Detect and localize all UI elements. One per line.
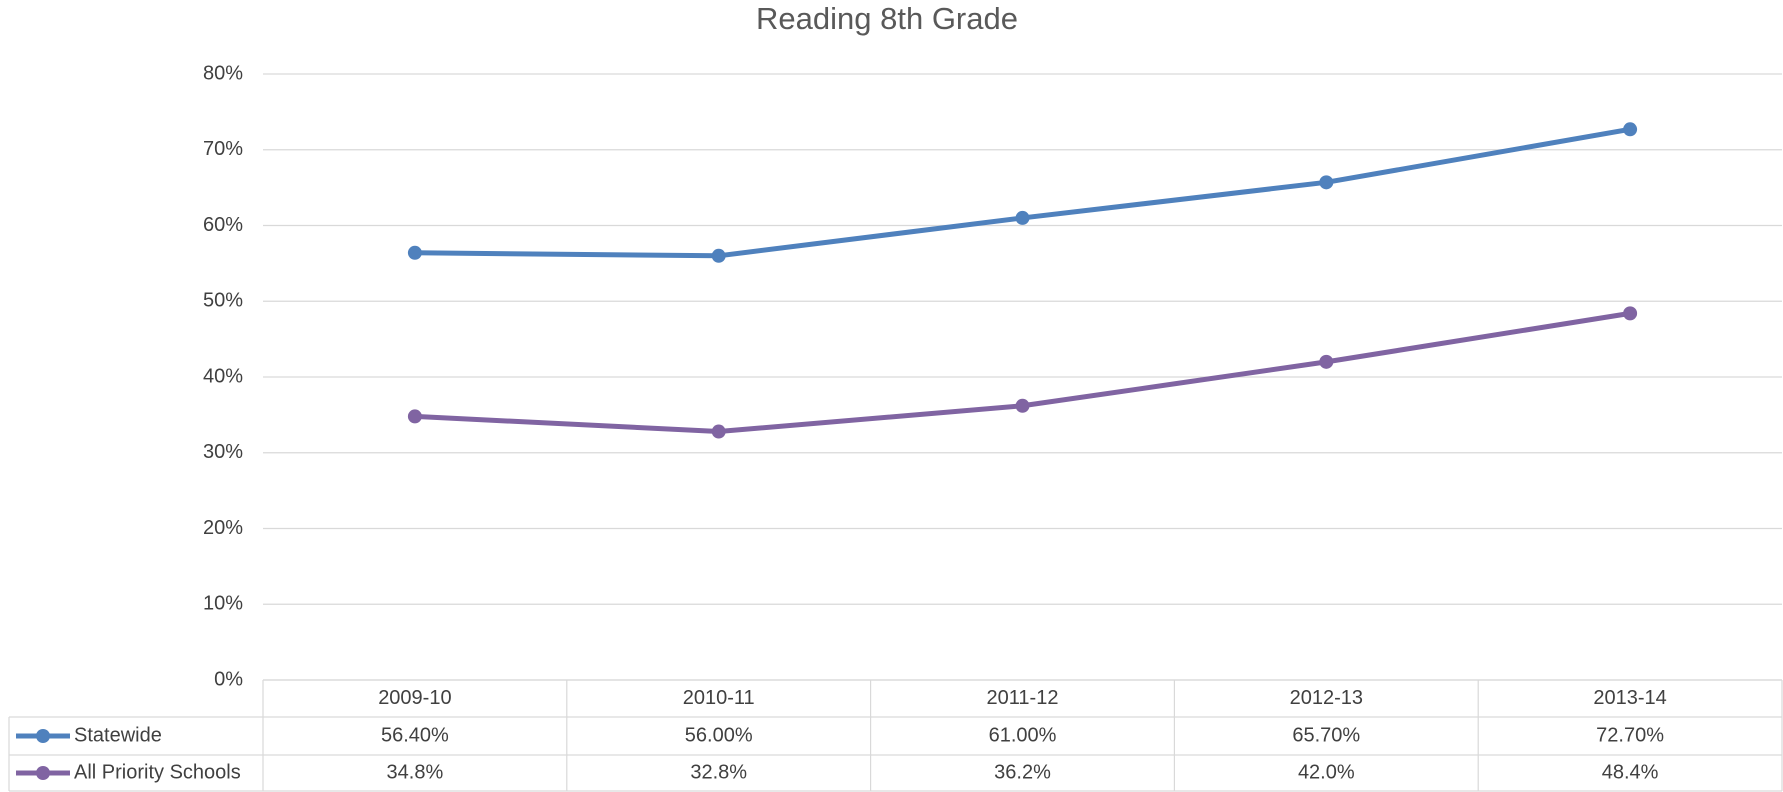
x-tick-label: 2010-11 — [683, 687, 755, 709]
series-line — [414, 126, 1631, 259]
y-tick-label: 60% — [203, 214, 243, 236]
table-value: 32.8% — [690, 761, 747, 783]
x-tick-label: 2012-13 — [1290, 687, 1363, 709]
y-tick-label: 10% — [203, 593, 243, 615]
chart-title: Reading 8th Grade — [756, 1, 1018, 36]
y-tick-label: 20% — [203, 517, 243, 539]
table-value: 34.8% — [387, 761, 444, 783]
data-point — [407, 245, 422, 260]
legend-label: All Priority Schools — [74, 761, 241, 783]
data-point — [1015, 210, 1030, 225]
table-value: 36.2% — [994, 761, 1051, 783]
data-point — [1623, 306, 1638, 321]
x-tick-label: 2009-10 — [378, 687, 451, 709]
x-tick-label: 2013-14 — [1593, 687, 1666, 709]
y-tick-label: 70% — [203, 138, 243, 160]
data-point — [711, 424, 726, 439]
table-value: 48.4% — [1602, 761, 1659, 783]
legend-label: Statewide — [74, 724, 162, 746]
y-tick-label: 40% — [203, 365, 243, 387]
table-value: 56.00% — [685, 724, 753, 746]
table-value: 42.0% — [1298, 761, 1355, 783]
table-value: 61.00% — [989, 724, 1057, 746]
data-point — [1319, 175, 1334, 190]
table-value: 65.70% — [1292, 724, 1360, 746]
data-point — [711, 248, 726, 263]
y-tick-label: 30% — [203, 441, 243, 463]
y-tick-label: 80% — [203, 62, 243, 84]
x-tick-label: 2011-12 — [987, 687, 1059, 709]
legend-marker — [36, 766, 50, 780]
series-line — [414, 310, 1631, 435]
data-point — [1015, 398, 1030, 413]
data-point — [407, 409, 422, 424]
y-tick-label: 50% — [203, 290, 243, 312]
y-tick-label: 0% — [214, 668, 243, 690]
legend-marker — [36, 729, 50, 743]
table-value: 72.70% — [1596, 724, 1664, 746]
table-value: 56.40% — [381, 724, 449, 746]
data-point — [1623, 122, 1638, 137]
data-point — [1319, 354, 1334, 369]
